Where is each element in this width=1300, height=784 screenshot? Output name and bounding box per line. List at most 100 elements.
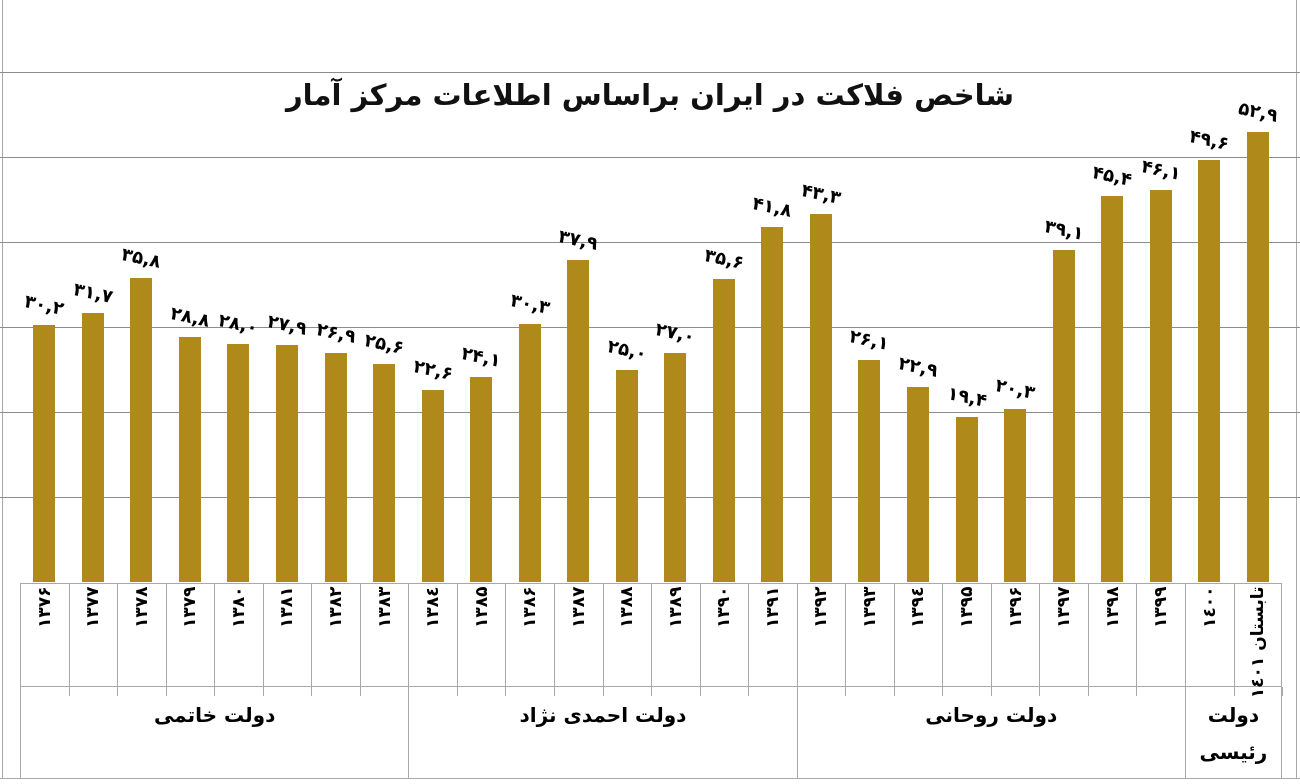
bar [81, 312, 104, 582]
bar [761, 226, 784, 582]
year-cell: ۱۳۹۹ [1136, 584, 1185, 686]
bar [1198, 160, 1221, 582]
year-label: ۱۳۸۲ [325, 586, 346, 629]
year-cell: ۱۳۸۳ [359, 584, 409, 686]
year-cell: ۱۳۹۷ [1039, 584, 1088, 686]
bar-value-label: ۳۰,۳ [508, 290, 552, 320]
group-cell: دولت رئیسی [1184, 687, 1282, 778]
year-boundary-tick [359, 687, 361, 696]
year-boundary-tick [1087, 687, 1089, 696]
year-cell: ۱۳۹۱ [748, 584, 797, 686]
bar-value-label: ۳۵,۸ [119, 243, 164, 273]
bar [470, 377, 493, 582]
group-label: دولت احمدی نژاد [519, 703, 687, 727]
year-label: ۱۳۹٤ [908, 586, 929, 629]
year-cell: ۱۳۷۷ [68, 584, 117, 686]
bar [518, 324, 541, 582]
year-label: ۱۳۹۱ [762, 586, 783, 629]
bar [955, 417, 978, 582]
bar [1004, 409, 1026, 582]
year-cell: ۱۳۷۹ [165, 584, 215, 686]
bar [324, 353, 347, 582]
year-label: تابستان ۱٤۰۱ [1247, 586, 1268, 699]
bar [1149, 190, 1172, 582]
year-cell: ۱٤۰۰ [1184, 584, 1234, 686]
year-label: ۱۳۸۳ [374, 586, 395, 629]
bar-value-label: ۳۹,۱ [1042, 215, 1086, 245]
year-boundary-tick [1233, 687, 1235, 696]
year-label: ۱۳۹۰ [714, 586, 735, 629]
year-label: ۱۳۷۸ [131, 586, 152, 629]
gridline-40 [0, 242, 1300, 243]
bar [373, 364, 395, 582]
year-label: ۱۳۷۹ [180, 586, 201, 629]
year-cell: ۱۳۹٤ [893, 584, 943, 686]
year-label: ۱۳۸۶ [520, 586, 541, 629]
year-axis-row: ۱۳۷۶ ۱۳۷۷ ۱۳۷۸ ۱۳۷۹ ۱۳۸۰ ۱۳۸۱ ۱۳۸۲ ۱۳۸۳ ۱۳۸٤ ۱۳۸۵… [20, 583, 1282, 699]
frame-left-border [2, 0, 3, 778]
year-boundary-tick [165, 687, 167, 696]
group-label: دولت روحانی [925, 703, 1058, 727]
bar [1246, 132, 1269, 582]
year-label: ۱٤۰۰ [1199, 586, 1220, 629]
bar-value-label: ۳۵,۶ [702, 245, 746, 275]
year-cell: ۱۳۹۶ [990, 584, 1040, 686]
bar [567, 259, 590, 582]
year-boundary-tick [262, 687, 264, 696]
bar [1052, 249, 1075, 582]
year-label: ۱۳۸٤ [423, 586, 444, 629]
year-label: ۱۳۹۸ [1102, 586, 1123, 629]
frame-bottom-border [0, 778, 1300, 779]
year-cell: ۱۳۸۰ [214, 584, 263, 686]
year-label: ۱۳۹۳ [859, 586, 880, 629]
year-label: ۱۳۷۶ [34, 586, 55, 629]
bar [421, 389, 444, 582]
year-cell: تابستان ۱٤۰۱ [1233, 584, 1282, 699]
year-boundary-tick [651, 687, 652, 696]
year-boundary-tick [505, 687, 507, 696]
year-cell: ۱۳۸۶ [505, 584, 554, 686]
year-label: ۱۳۹۹ [1151, 586, 1172, 629]
group-label: دولت خاتمی [153, 703, 276, 727]
bar [227, 344, 250, 582]
year-boundary-tick [214, 687, 216, 696]
year-boundary-tick [553, 687, 555, 696]
bar [712, 279, 735, 582]
year-cell: ۱۳۹۵ [942, 584, 991, 686]
year-boundary-tick [893, 687, 895, 696]
year-cell: ۱۳۹۲ [796, 584, 846, 686]
group-cell: دولت احمدی نژاد [408, 687, 796, 778]
bar [615, 369, 638, 582]
year-boundary-tick [456, 687, 458, 696]
group-cell: دولت خاتمی [20, 687, 408, 778]
bar [664, 352, 687, 582]
group-label: دولت رئیسی [1199, 703, 1268, 764]
gridline-60 [0, 72, 1300, 73]
bar-value-label: ۳۷,۹ [556, 225, 600, 255]
year-cell: ۱۳۷۸ [117, 584, 166, 686]
year-boundary-tick [990, 687, 992, 696]
year-boundary-tick [408, 687, 410, 696]
year-boundary-tick [1136, 687, 1138, 696]
bar [809, 214, 832, 582]
year-label: ۱۳۸۷ [568, 586, 589, 629]
year-boundary-tick [942, 687, 944, 696]
bar [858, 360, 881, 582]
bar [1101, 196, 1124, 582]
year-label: ۱۳۸۰ [228, 586, 249, 629]
gridline-10 [0, 497, 1300, 498]
gridline-30 [0, 327, 1300, 328]
year-cell: ۱۳۷۶ [20, 584, 69, 686]
year-label: ۱۳۸۱ [277, 586, 298, 629]
year-boundary-tick [20, 687, 21, 696]
year-label: ۱۳۹۲ [811, 586, 832, 629]
year-boundary-tick [602, 687, 604, 696]
year-boundary-tick [117, 687, 119, 696]
year-label: ۱۳۹۶ [1005, 586, 1026, 629]
year-boundary-tick [311, 687, 313, 696]
year-boundary-tick [68, 687, 70, 696]
bar [130, 277, 153, 582]
government-group-row: دولت خاتمی دولت احمدی نژاد دولت روحانی دولت… [20, 687, 1282, 778]
year-boundary-tick [796, 687, 798, 696]
year-label: ۱۳۸۸ [617, 586, 638, 629]
